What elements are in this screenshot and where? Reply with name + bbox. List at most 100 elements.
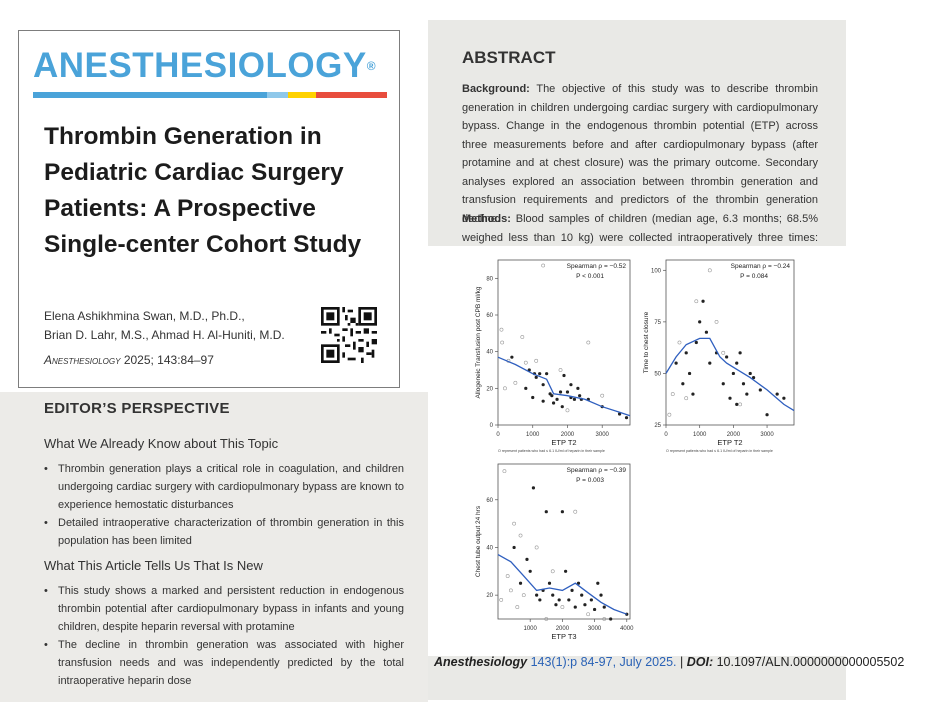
data-point — [570, 588, 574, 592]
data-point-open — [499, 327, 504, 332]
authors: Elena Ashikhmina Swan, M.D., Ph.D., Bria… — [44, 307, 324, 344]
y-axis-label: Chest tube output 24 hrs — [475, 505, 482, 577]
data-point-open — [508, 588, 513, 593]
authors-line-1: Elena Ashikhmina Swan, M.D., Ph.D., — [44, 309, 245, 323]
data-point — [721, 382, 725, 386]
methods-label: Methods: — [462, 213, 511, 225]
data-point — [534, 375, 538, 379]
x-tick-label: 3000 — [760, 432, 774, 438]
spearman-annotation: Spearman ρ = −0.39 — [567, 467, 627, 474]
data-point-open — [602, 617, 607, 621]
x-tick-label: 2000 — [556, 626, 570, 632]
known-item: Detailed intraoperative characterization… — [44, 514, 404, 550]
scatter-plot-chest-tube: 1000 2000 3000 4000 20 40 60 ETP T3 Chest tube o… — [475, 463, 634, 641]
y-tick-label: 80 — [486, 276, 493, 282]
data-point — [735, 402, 739, 406]
data-point — [518, 581, 523, 585]
y-axis-label: Time to chest closure — [643, 311, 650, 373]
x-tick-label: 2000 — [561, 432, 575, 438]
y-tick-label: 40 — [486, 350, 493, 356]
new-heading: What This Article Tells Us That Is New — [44, 558, 263, 573]
data-point — [564, 569, 568, 573]
x-axis-label: ETP T2 — [717, 438, 742, 447]
data-point — [745, 392, 749, 396]
data-point — [560, 510, 564, 514]
y-tick-label: 50 — [654, 371, 661, 377]
data-point — [741, 382, 746, 386]
data-point — [624, 416, 629, 420]
data-point-open — [550, 569, 555, 574]
abstract-background: Background: The objective of this study … — [462, 80, 818, 228]
data-point — [524, 386, 528, 390]
x-tick-label: 1000 — [693, 432, 707, 438]
data-point-open — [518, 533, 523, 538]
p-value-annotation: P < 0.001 — [576, 273, 604, 280]
figure-caption: Anesthesiology 143(1):p 84-97, July 2025… — [434, 655, 904, 669]
new-item: The decline in thrombin generation was a… — [44, 636, 404, 690]
x-axis-label: ETP T3 — [551, 632, 576, 641]
data-point — [708, 361, 712, 365]
data-point-open — [560, 605, 565, 609]
data-point-open — [573, 509, 578, 514]
data-point — [589, 598, 593, 602]
caption-separator: | — [679, 655, 684, 669]
data-point — [728, 396, 732, 400]
data-point-open — [677, 340, 682, 345]
p-value-annotation: P = 0.084 — [740, 273, 768, 280]
logo-color-bars — [33, 92, 387, 98]
data-point — [609, 617, 613, 621]
title-box: ANESTHESIOLOGY® Thrombin Generation in P… — [18, 30, 400, 388]
data-point — [569, 383, 573, 387]
data-point-open — [707, 268, 712, 273]
data-point — [765, 413, 769, 417]
data-point-open — [541, 263, 546, 268]
data-point — [541, 399, 545, 403]
data-point — [528, 569, 532, 573]
journal-logo: ANESTHESIOLOGY® — [31, 42, 391, 114]
x-tick-label: 2000 — [727, 432, 741, 438]
caption-issue-link[interactable]: 143(1):p 84-97, July 2025. — [530, 655, 677, 669]
data-point — [782, 396, 786, 400]
data-point — [525, 557, 529, 561]
data-point — [725, 355, 729, 359]
caption-doi[interactable]: 10.1097/ALN.0000000000005502 — [716, 655, 905, 669]
trend-line — [497, 356, 631, 417]
y-tick-label: 60 — [486, 313, 493, 319]
data-point — [684, 351, 688, 355]
data-point-open — [505, 574, 510, 578]
trend-line — [497, 554, 628, 615]
data-point-open — [738, 402, 743, 407]
y-tick-label: 20 — [486, 593, 493, 599]
data-point — [547, 581, 552, 585]
logo-bar-yellow — [287, 92, 317, 98]
article-title: Thrombin Generation in Pediatric Cardiac… — [44, 123, 362, 258]
data-point-open — [523, 360, 528, 365]
scatter-plot-chest-closure: 0 1000 2000 3000 25 50 75 100 ETP T2 Time to ches… — [643, 259, 795, 453]
y-tick-label: 0 — [490, 423, 494, 429]
spearman-annotation: Spearman ρ = −0.24 — [731, 263, 791, 270]
data-point-open — [500, 340, 505, 345]
data-point — [592, 607, 597, 612]
known-heading: What We Already Know about This Topic — [44, 436, 279, 451]
data-point — [550, 394, 554, 398]
x-tick-label: 1000 — [526, 432, 540, 438]
known-list: Thrombin generation plays a critical rol… — [44, 460, 404, 550]
data-point — [567, 598, 571, 602]
data-point — [738, 351, 742, 355]
y-tick-label: 20 — [486, 386, 493, 392]
citation: Anesthesiology 2025; 143:84–97 — [44, 353, 214, 367]
data-point — [554, 603, 558, 607]
qr-code[interactable] — [321, 307, 377, 363]
data-point — [562, 373, 566, 378]
authors-line-2: Brian D. Lahr, M.S., Ahmad H. Al-Huniti,… — [44, 327, 285, 342]
footnote: O represent patients who had ≤ 6.1 IU/ml… — [498, 449, 605, 453]
registered-mark: ® — [366, 59, 377, 73]
data-point — [599, 593, 603, 597]
footnote: O represent patients who had ≤ 6.1 IU/ml… — [666, 449, 773, 453]
known-item: Thrombin generation plays a critical rol… — [44, 460, 404, 514]
caption-journal: Anesthesiology — [434, 655, 528, 669]
data-point — [560, 405, 564, 409]
data-point — [701, 299, 705, 303]
data-point — [576, 581, 581, 585]
new-list: This study shows a marked and persistent… — [44, 582, 404, 690]
